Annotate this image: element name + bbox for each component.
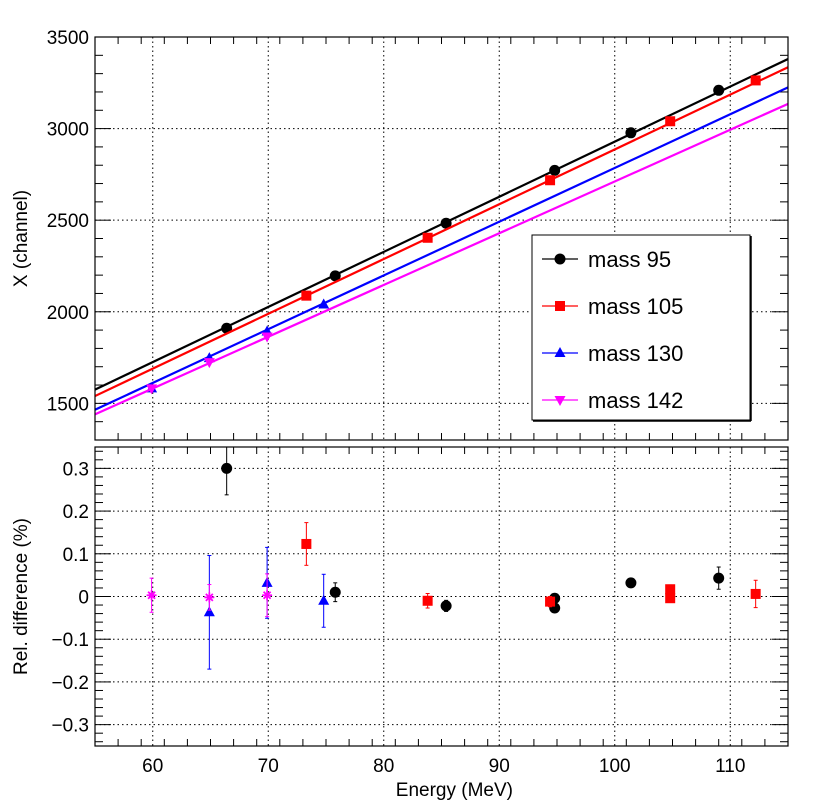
data-point <box>440 217 452 229</box>
data-point <box>665 593 676 604</box>
series-mass-142 <box>95 102 788 416</box>
data-point <box>665 584 676 595</box>
panel-bottom: −0.3 −0.2 −0.1 0 0.1 0.2 0.3 60 70 80 90 100 110 Rel.… <box>11 446 789 801</box>
y-tick-label: 0.1 <box>63 545 89 566</box>
data-point <box>301 290 312 301</box>
legend-marker <box>554 253 566 265</box>
data-point <box>713 84 725 96</box>
y-tick-label: −0.2 <box>51 673 89 694</box>
series-mass-130 <box>203 546 330 670</box>
legend-item-mass-130: mass 130 <box>542 341 683 366</box>
data-point <box>545 175 556 186</box>
data-point <box>549 164 561 176</box>
legend-marker <box>554 396 566 406</box>
y-tick-label: 0.3 <box>63 459 89 480</box>
axes-frame <box>94 36 789 441</box>
plot-area-top <box>95 57 788 416</box>
data-point <box>750 588 761 599</box>
legend-label: mass 142 <box>588 388 683 413</box>
data-point <box>625 577 637 589</box>
legend-item-mass-95: mass 95 <box>542 247 671 272</box>
legend-label: mass 105 <box>588 294 683 319</box>
data-point <box>545 596 556 607</box>
legend-marker <box>555 301 565 311</box>
legend-box <box>531 234 751 421</box>
data-point <box>262 590 273 601</box>
y-tick-label: −0.1 <box>51 630 89 651</box>
y-tick-label: 2500 <box>47 211 89 232</box>
legend-label: mass 130 <box>588 341 683 366</box>
legend-item-mass-142: mass 142 <box>542 388 683 413</box>
y-tick-label: 0.2 <box>63 502 89 523</box>
legend-label: mass 95 <box>588 247 671 272</box>
series-mass-105 <box>95 66 788 398</box>
data-point <box>221 322 233 334</box>
data-point <box>713 572 725 584</box>
data-point <box>440 600 452 612</box>
axes-frame <box>94 446 789 747</box>
x-tick-label: 60 <box>142 756 163 777</box>
data-point <box>318 298 330 309</box>
plot-area-bottom <box>146 447 761 670</box>
y-tick-label: 2000 <box>47 303 89 324</box>
data-point <box>422 595 433 606</box>
data-point <box>204 592 215 603</box>
legend: mass 95 mass 105 mass 130 mass 142 <box>531 234 752 422</box>
data-point <box>329 586 341 598</box>
series-mass-142 <box>146 573 273 618</box>
series-mass-95 <box>221 447 725 614</box>
series-mass-95 <box>95 57 788 391</box>
y-axis-title: Rel. difference (%) <box>11 518 32 675</box>
data-point <box>422 232 433 243</box>
data-point <box>329 270 341 282</box>
data-point <box>221 462 233 474</box>
y-axis-title: X (channel) <box>11 190 32 287</box>
data-point <box>203 606 215 617</box>
data-point <box>665 116 676 127</box>
x-tick-label: 110 <box>715 756 745 777</box>
y-tick-label: 1500 <box>47 394 89 415</box>
legend-item-mass-105: mass 105 <box>542 294 683 319</box>
y-tick-label: 0 <box>78 588 89 609</box>
legend-marker <box>554 347 566 357</box>
x-tick-label: 100 <box>599 756 631 777</box>
data-point <box>203 358 215 369</box>
data-point <box>261 332 273 343</box>
series-mass-105 <box>301 522 761 609</box>
data-point <box>146 384 158 395</box>
y-tick-label: −0.3 <box>51 716 89 737</box>
data-point <box>146 590 157 601</box>
x-axis-title: Energy (MeV) <box>396 780 513 801</box>
data-point <box>318 594 330 605</box>
data-point <box>301 538 312 549</box>
x-tick-label: 90 <box>489 756 510 777</box>
data-point <box>750 75 761 86</box>
y-tick-label: 3000 <box>47 120 89 141</box>
x-tick-label: 70 <box>258 756 279 777</box>
data-point <box>625 127 637 139</box>
y-tick-label: 3500 <box>47 28 89 49</box>
x-tick-label: 80 <box>373 756 394 777</box>
